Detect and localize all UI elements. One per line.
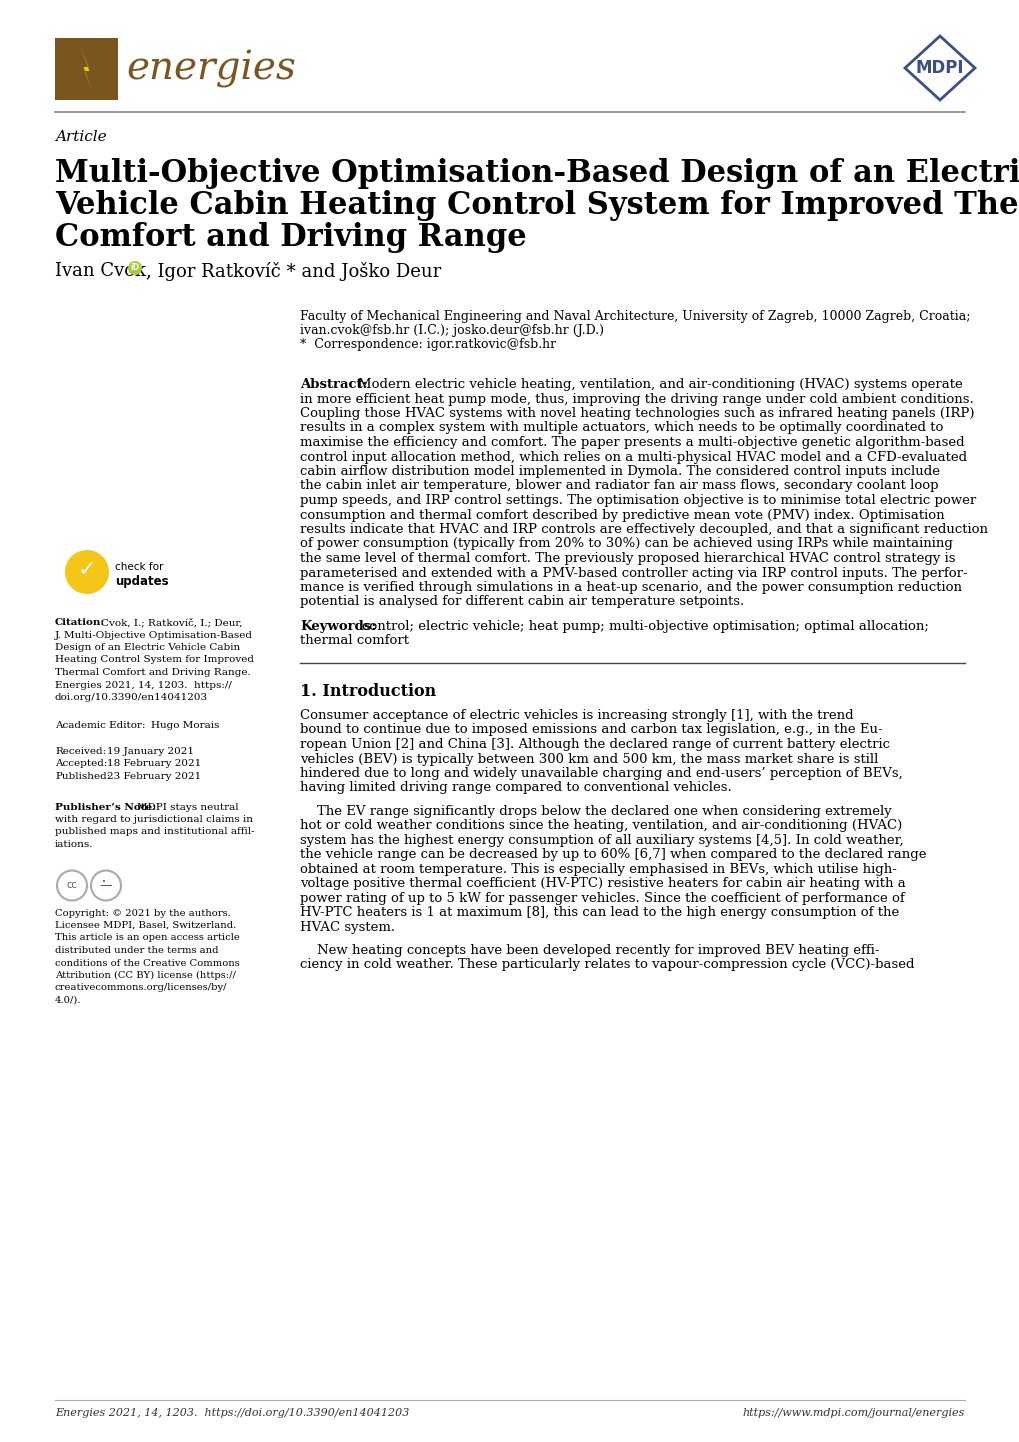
Text: HV-PTC heaters is 1 at maximum [8], this can lead to the high energy consumption: HV-PTC heaters is 1 at maximum [8], this… [300,906,899,919]
Text: Modern electric vehicle heating, ventilation, and air-conditioning (HVAC) system: Modern electric vehicle heating, ventila… [358,378,962,391]
Text: The EV range significantly drops below the declared one when considering extreme: The EV range significantly drops below t… [300,805,891,818]
Text: power rating of up to 5 kW for passenger vehicles. Since the coefficient of perf: power rating of up to 5 kW for passenger… [300,891,904,904]
Text: 19 January 2021: 19 January 2021 [107,747,194,756]
Text: updates: updates [115,575,168,588]
Text: 23 February 2021: 23 February 2021 [107,771,201,782]
Text: doi.org/10.3390/en14041203: doi.org/10.3390/en14041203 [55,694,208,702]
Text: MDPI stays neutral: MDPI stays neutral [137,803,238,812]
Text: thermal comfort: thermal comfort [300,634,409,647]
Text: Article: Article [55,130,107,144]
Text: Faculty of Mechanical Engineering and Naval Architecture, University of Zagreb, : Faculty of Mechanical Engineering and Na… [300,310,969,323]
Text: New heating concepts have been developed recently for improved BEV heating effi-: New heating concepts have been developed… [300,945,878,957]
Text: 18 February 2021: 18 February 2021 [107,760,201,769]
Text: results indicate that HVAC and IRP controls are effectively decoupled, and that : results indicate that HVAC and IRP contr… [300,523,987,536]
Text: having limited driving range compared to conventional vehicles.: having limited driving range compared to… [300,782,731,795]
Text: MDPI: MDPI [915,59,963,76]
Bar [55,37,118,99]
Text: energies: energies [126,50,296,88]
Text: Design of an Electric Vehicle Cabin: Design of an Electric Vehicle Cabin [55,643,240,652]
Text: Academic Editor:: Academic Editor: [55,721,146,730]
Text: published maps and institutional affil-: published maps and institutional affil- [55,828,255,836]
Text: vehicles (BEV) is typically between 300 km and 500 km, the mass market share is : vehicles (BEV) is typically between 300 … [300,753,877,766]
Text: ivan.cvok@fsb.hr (I.C.); josko.deur@fsb.hr (J.D.): ivan.cvok@fsb.hr (I.C.); josko.deur@fsb.… [300,324,603,337]
Text: Comfort and Driving Range: Comfort and Driving Range [55,222,526,252]
Text: iations.: iations. [55,841,94,849]
Text: potential is analysed for different cabin air temperature setpoints.: potential is analysed for different cabi… [300,596,744,609]
Text: pump speeds, and IRP control settings. The optimisation objective is to minimise: pump speeds, and IRP control settings. T… [300,495,975,508]
Text: maximise the efficiency and comfort. The paper presents a multi-objective geneti: maximise the efficiency and comfort. The… [300,435,964,448]
Polygon shape [81,48,93,91]
Text: Coupling those HVAC systems with novel heating technologies such as infrared hea: Coupling those HVAC systems with novel h… [300,407,973,420]
Text: parameterised and extended with a PMV-based controller acting via IRP control in: parameterised and extended with a PMV-ba… [300,567,967,580]
Text: voltage positive thermal coefficient (HV-PTC) resistive heaters for cabin air he: voltage positive thermal coefficient (HV… [300,877,905,890]
Text: results in a complex system with multiple actuators, which needs to be optimally: results in a complex system with multipl… [300,421,943,434]
Text: Multi-Objective Optimisation-Based Design of an Electric: Multi-Objective Optimisation-Based Desig… [55,159,1019,189]
Text: Attribution (CC BY) license (https://: Attribution (CC BY) license (https:// [55,970,235,981]
Text: mance is verified through simulations in a heat-up scenario, and the power consu: mance is verified through simulations in… [300,581,961,594]
Text: Heating Control System for Improved: Heating Control System for Improved [55,656,254,665]
Text: Hugo Morais: Hugo Morais [151,721,219,730]
Text: *  Correspondence: igor.ratkovic@fsb.hr: * Correspondence: igor.ratkovic@fsb.hr [300,337,555,350]
Circle shape [127,261,142,275]
Text: Thermal Comfort and Driving Range.: Thermal Comfort and Driving Range. [55,668,251,676]
Text: Publisher’s Note:: Publisher’s Note: [55,803,156,812]
Text: in more efficient heat pump mode, thus, improving the driving range under cold a: in more efficient heat pump mode, thus, … [300,392,973,405]
Text: creativecommons.org/licenses/by/: creativecommons.org/licenses/by/ [55,983,227,992]
Text: ciency in cold weather. These particularly relates to vapour-compression cycle (: ciency in cold weather. These particular… [300,959,914,972]
Text: ✓: ✓ [77,559,96,580]
Text: J. Multi-Objective Optimisation-Based: J. Multi-Objective Optimisation-Based [55,630,253,639]
Text: , Igor Ratkovíč * and Joško Deur: , Igor Ratkovíč * and Joško Deur [146,262,441,281]
Text: bound to continue due to imposed emissions and carbon tax legislation, e.g., in : bound to continue due to imposed emissio… [300,724,881,737]
Text: control; electric vehicle; heat pump; multi-objective optimisation; optimal allo: control; electric vehicle; heat pump; mu… [362,620,928,633]
Text: Published:: Published: [55,771,110,782]
Text: distributed under the terms and: distributed under the terms and [55,946,218,955]
Text: Keywords:: Keywords: [300,620,376,633]
Text: —: — [100,880,112,893]
Text: Received:: Received: [55,747,106,756]
Text: iD: iD [130,264,140,273]
Text: Citation:: Citation: [55,619,105,627]
Text: the cabin inlet air temperature, blower and radiator fan air mass flows, seconda: the cabin inlet air temperature, blower … [300,480,937,493]
Text: https://www.mdpi.com/journal/energies: https://www.mdpi.com/journal/energies [742,1407,964,1417]
Text: Energies 2021, 14, 1203.  https://: Energies 2021, 14, 1203. https:// [55,681,231,689]
Text: 1. Introduction: 1. Introduction [300,684,436,699]
Circle shape [65,549,109,594]
Text: of power consumption (typically from 20% to 30%) can be achieved using IRPs whil: of power consumption (typically from 20%… [300,538,952,551]
Text: •: • [102,880,106,885]
Text: obtained at room temperature. This is especially emphasised in BEVs, which utili: obtained at room temperature. This is es… [300,862,896,875]
Text: Energies 2021, 14, 1203.  https://doi.org/10.3390/en14041203: Energies 2021, 14, 1203. https://doi.org… [55,1407,409,1417]
Text: Accepted:: Accepted: [55,760,107,769]
Text: 4.0/).: 4.0/). [55,996,82,1005]
Text: control input allocation method, which relies on a multi-physical HVAC model and: control input allocation method, which r… [300,450,966,463]
Text: Licensee MDPI, Basel, Switzerland.: Licensee MDPI, Basel, Switzerland. [55,921,236,930]
Text: This article is an open access article: This article is an open access article [55,933,239,943]
Text: consumption and thermal comfort described by predictive mean vote (PMV) index. O: consumption and thermal comfort describe… [300,509,944,522]
Text: Cvok, I.; Ratkovíč, I.; Deur,: Cvok, I.; Ratkovíč, I.; Deur, [101,619,243,627]
Text: ropean Union [2] and China [3]. Although the declared range of current battery e: ropean Union [2] and China [3]. Although… [300,738,890,751]
Text: the same level of thermal comfort. The previously proposed hierarchical HVAC con: the same level of thermal comfort. The p… [300,552,955,565]
Text: Ivan Cvok: Ivan Cvok [55,262,146,280]
Text: Copyright: © 2021 by the authors.: Copyright: © 2021 by the authors. [55,908,230,917]
Text: with regard to jurisdictional claims in: with regard to jurisdictional claims in [55,815,253,823]
Text: hot or cold weather conditions since the heating, ventilation, and air-condition: hot or cold weather conditions since the… [300,819,902,832]
Text: conditions of the Creative Commons: conditions of the Creative Commons [55,959,239,968]
Text: system has the highest energy consumption of all auxiliary systems [4,5]. In col: system has the highest energy consumptio… [300,833,903,846]
Text: hindered due to long and widely unavailable charging and end-users’ perception o: hindered due to long and widely unavaila… [300,767,902,780]
Text: check for: check for [115,562,163,572]
Text: the vehicle range can be decreased by up to 60% [6,7] when compared to the decla: the vehicle range can be decreased by up… [300,848,925,861]
Text: Abstract:: Abstract: [300,378,367,391]
Text: cc: cc [66,881,77,891]
Text: Consumer acceptance of electric vehicles is increasing strongly [1], with the tr: Consumer acceptance of electric vehicles… [300,709,853,722]
Text: cabin airflow distribution model implemented in Dymola. The considered control i: cabin airflow distribution model impleme… [300,464,940,477]
Text: Vehicle Cabin Heating Control System for Improved Thermal: Vehicle Cabin Heating Control System for… [55,190,1019,221]
Text: HVAC system.: HVAC system. [300,920,394,934]
